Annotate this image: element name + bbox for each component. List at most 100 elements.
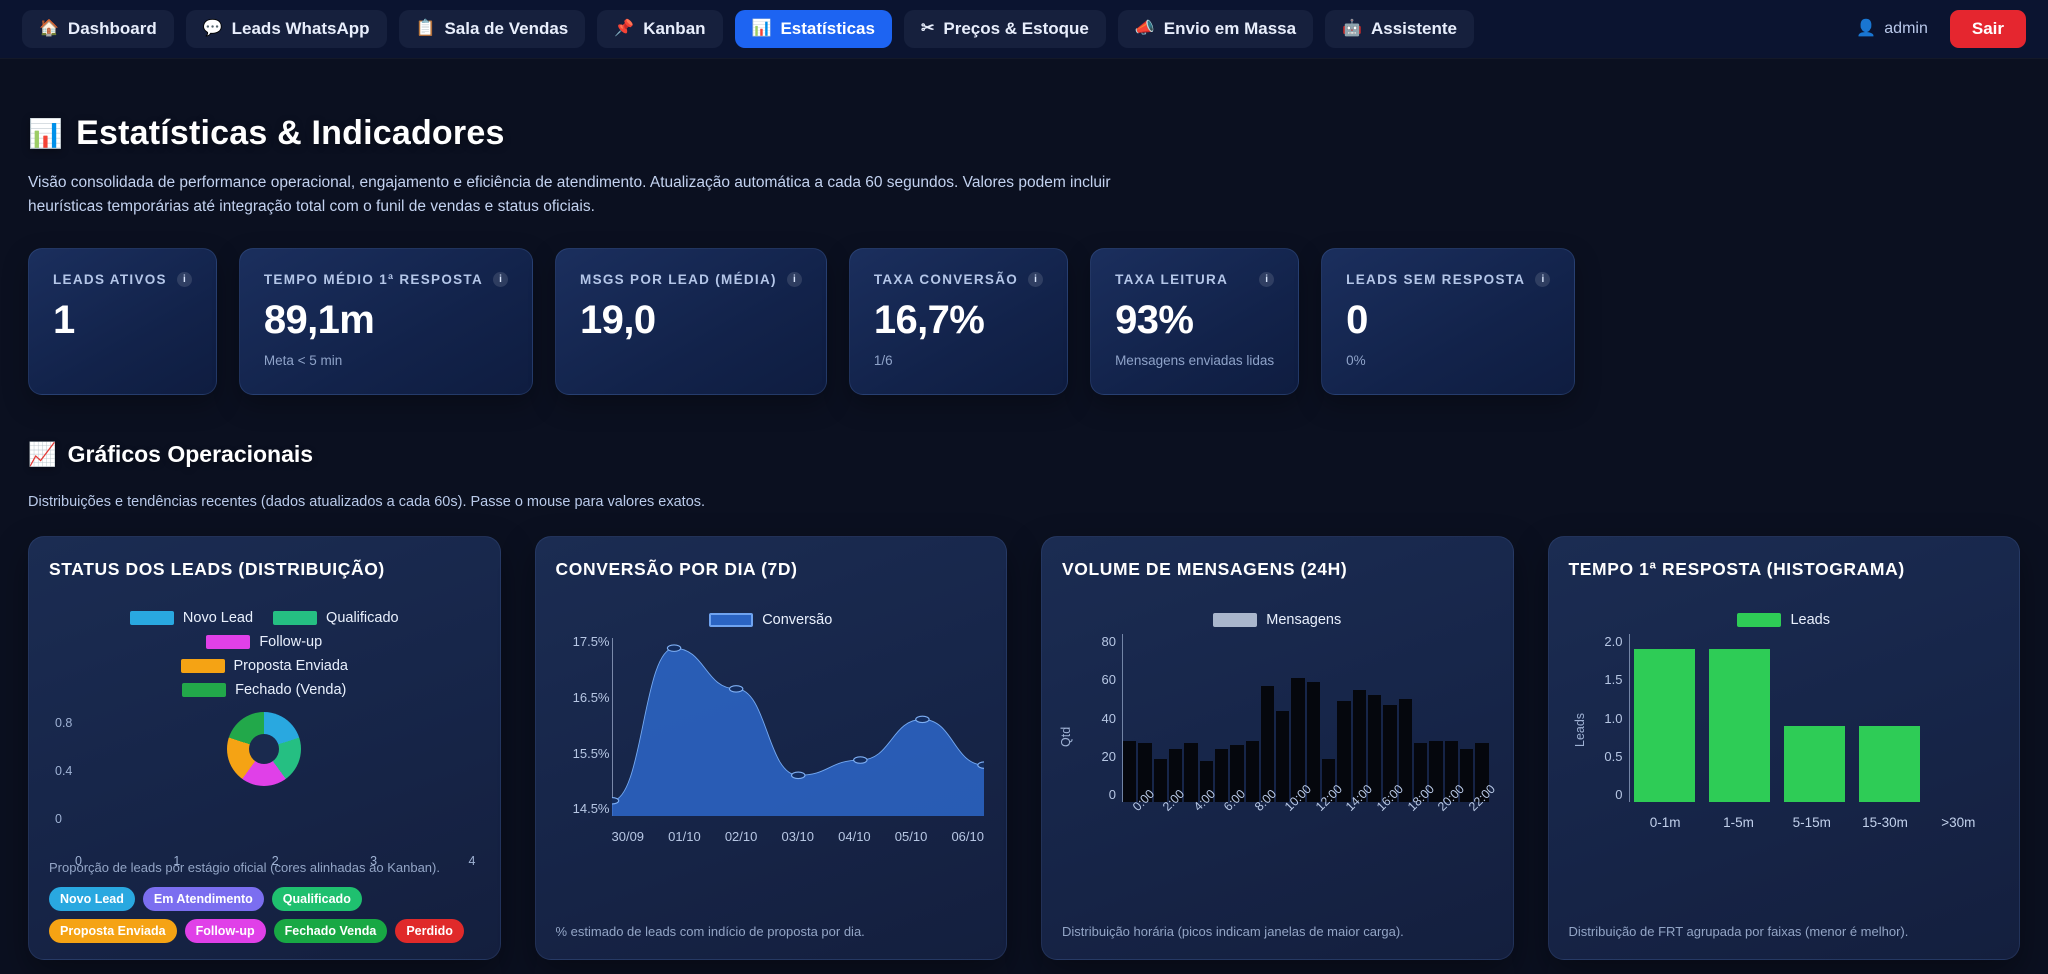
donut-ring[interactable] — [227, 712, 302, 787]
legend-swatch-icon — [273, 611, 318, 626]
bar[interactable] — [1168, 748, 1183, 803]
x-axis: 0:00 2:00 4:00 6:00 8:00 10:00 12:00 14:00 16:00… — [1122, 782, 1498, 846]
bar[interactable] — [1276, 711, 1290, 803]
bar[interactable] — [1475, 742, 1489, 803]
axis-tick: 0 — [1615, 787, 1623, 803]
nav-item-sala-de-vendas[interactable]: 📋 Sala de Vendas — [398, 10, 586, 48]
legend-item[interactable]: Proposta Enviada — [180, 658, 348, 674]
pie-x-axis: 0 1 2 3 4 — [75, 854, 476, 868]
axis-tick: 15.5% — [572, 745, 610, 761]
bar[interactable] — [1783, 725, 1845, 803]
chart-note: Distribuição de FRT agrupada por faixas … — [1568, 924, 1909, 940]
status-badges: Novo Lead Em Atendimento Qualificado Propos… — [49, 887, 480, 944]
status-badge[interactable]: Fechado Venda — [273, 919, 388, 944]
bar[interactable] — [1199, 760, 1213, 803]
legend-swatch-icon — [709, 613, 754, 628]
bar[interactable] — [1708, 649, 1770, 803]
logout-button[interactable]: Sair — [1949, 10, 2026, 48]
bar[interactable] — [1230, 744, 1244, 803]
kpi-foot: 0% — [1346, 353, 1366, 369]
bar[interactable] — [1383, 705, 1397, 803]
kpi-label: LEADS SEM RESPOSTA — [1346, 271, 1526, 287]
bar[interactable] — [1245, 740, 1259, 803]
bar-chart: Qtd 80 60 40 20 0 0:00 2:00 4:00 6:00 8:00 10:00 1… — [1059, 634, 1498, 846]
bar[interactable] — [1352, 689, 1366, 803]
info-icon[interactable]: i — [1259, 271, 1275, 287]
bar[interactable] — [1337, 701, 1351, 803]
bar[interactable] — [1260, 685, 1275, 803]
legend-swatch-icon — [206, 635, 251, 650]
chart-note: % estimado de leads com indício de propo… — [555, 924, 865, 940]
bar[interactable] — [1368, 695, 1382, 803]
info-icon[interactable]: i — [176, 271, 192, 287]
legend-item[interactable]: Fechado (Venda) — [182, 682, 346, 698]
nav-item-leads-whatsapp[interactable]: 💬 Leads WhatsApp — [185, 10, 387, 48]
nav-item-estat-sticas[interactable]: 📊 Estatísticas — [734, 10, 892, 48]
status-badge[interactable]: Follow-up — [184, 919, 266, 944]
legend-swatch-icon — [180, 659, 225, 674]
bar[interactable] — [1123, 740, 1137, 803]
kpi-row: LEADS ATIVOS i 1 - TEMPO MÉDIO 1ª RESPOS… — [28, 247, 2020, 396]
legend-item[interactable]: Leads — [1737, 612, 1830, 628]
legend-label: Mensagens — [1266, 612, 1342, 629]
legend-item[interactable]: Mensagens — [1213, 612, 1341, 628]
nav-item-label: Estatísticas — [780, 19, 875, 38]
legend-item[interactable]: Novo Lead — [129, 610, 253, 626]
legend-item[interactable]: Follow-up — [206, 634, 322, 650]
page-subtitle: Visão consolidada de performance operaci… — [28, 174, 1111, 216]
axis-tick: 0-1m — [1649, 815, 1681, 831]
nav-item-envio-em-massa[interactable]: 📣 Envio em Massa — [1117, 10, 1314, 48]
legend-item[interactable]: Qualificado — [273, 610, 399, 626]
x-axis: 30/09 01/10 02/10 03/10 04/10 05/10 06/10 — [612, 829, 985, 844]
bar[interactable] — [1214, 748, 1229, 803]
axis-tick: 0.5 — [1604, 748, 1623, 764]
status-badge[interactable]: Perdido — [395, 919, 464, 944]
bar[interactable] — [1633, 649, 1695, 803]
status-badge[interactable]: Em Atendimento — [142, 887, 264, 912]
nav-item-assistente[interactable]: 🤖 Assistente — [1325, 10, 1474, 48]
clipboard-icon: 📋 — [415, 20, 436, 37]
bar[interactable] — [1184, 742, 1198, 803]
user-menu[interactable]: 👤 admin — [1856, 20, 1928, 38]
info-icon[interactable]: i — [786, 271, 802, 287]
nav-item-kanban[interactable]: 📌 Kanban — [597, 10, 723, 48]
nav-item-label: Dashboard — [67, 19, 157, 38]
legend-item[interactable]: Conversão — [709, 612, 832, 628]
bar[interactable] — [1444, 740, 1458, 803]
bars-group — [1628, 634, 1996, 803]
kpi-card: TAXA CONVERSÃO i 16,7% 1/6 — [848, 247, 1069, 396]
charts-section-subtitle: Distribuições e tendências recentes (dad… — [28, 494, 706, 511]
bar[interactable] — [1138, 742, 1152, 803]
y-axis-label: Leads — [1572, 713, 1587, 748]
kpi-label: TEMPO MÉDIO 1ª RESPOSTA — [263, 271, 484, 287]
bar-chart-icon: 📊 — [28, 118, 64, 149]
charts-section-title: 📈 Gráficos Operacionais — [28, 441, 2020, 468]
bar[interactable] — [1398, 699, 1412, 803]
info-icon[interactable]: i — [1028, 271, 1044, 287]
bar[interactable] — [1291, 677, 1305, 803]
axis-tick: 14.5% — [572, 801, 610, 817]
bar[interactable] — [1306, 681, 1321, 803]
status-badge[interactable]: Novo Lead — [49, 887, 135, 912]
bar[interactable] — [1413, 742, 1428, 803]
info-icon[interactable]: i — [1535, 271, 1551, 287]
status-badge[interactable]: Qualificado — [271, 887, 362, 912]
charts-section-title-text: Gráficos Operacionais — [67, 441, 314, 468]
axis-tick: 1.5 — [1604, 672, 1623, 688]
nav-item-dashboard[interactable]: 🏠 Dashboard — [22, 10, 174, 48]
kpi-foot: Mensagens enviadas lidas — [1115, 353, 1275, 369]
bar[interactable] — [1858, 725, 1920, 803]
info-icon[interactable]: i — [493, 271, 509, 287]
plot-area[interactable] — [611, 638, 984, 817]
bar[interactable] — [1322, 758, 1336, 803]
bar[interactable] — [1459, 748, 1474, 803]
bar[interactable] — [1429, 740, 1443, 803]
bar[interactable] — [1153, 758, 1167, 803]
nav-item-pre-os-estoque[interactable]: ✂ Preços & Estoque — [903, 10, 1106, 48]
pin-icon: 📌 — [614, 20, 635, 37]
user-label: admin — [1884, 20, 1928, 37]
status-badge[interactable]: Proposta Enviada — [49, 919, 177, 944]
axis-tick: 0.4 — [55, 764, 73, 779]
axis-tick: 5-15m — [1792, 815, 1831, 831]
legend-swatch-icon — [1213, 613, 1258, 628]
